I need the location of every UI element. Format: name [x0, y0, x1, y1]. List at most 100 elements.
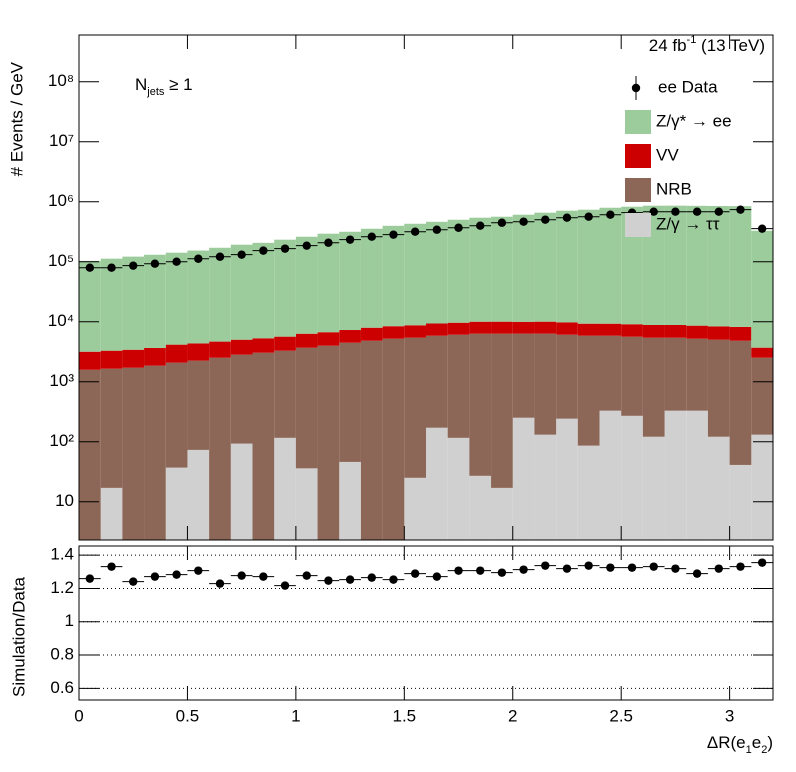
histogram-bar [230, 443, 253, 540]
ratio-tick-label: 0.6 [50, 678, 74, 697]
histogram-bar [599, 207, 622, 324]
histogram-bar [447, 219, 470, 323]
x-tick-label: 3 [725, 706, 734, 725]
ratio-point [410, 569, 420, 578]
histogram-bar [642, 436, 665, 540]
histogram-bar [317, 332, 340, 346]
histogram-bar [274, 239, 296, 337]
ratio-point [692, 569, 702, 578]
x-tick-label: 0 [74, 706, 83, 725]
histogram-bar [686, 205, 708, 326]
ratio-point [671, 564, 680, 573]
data-point [150, 259, 160, 268]
histogram-bar [621, 336, 643, 416]
histogram-bar [469, 217, 492, 322]
y-tick-label: 10² [49, 431, 74, 450]
ratio-point [757, 558, 767, 567]
data-point [215, 252, 225, 261]
histogram-bar [491, 321, 513, 334]
histogram-bar [577, 209, 600, 324]
ratio-point [85, 574, 95, 583]
legend-label: Z/γ → ττ [656, 214, 720, 233]
histogram-bar [339, 461, 361, 540]
legend-marker [631, 83, 641, 93]
histogram-bar [556, 418, 578, 540]
histogram-bar [491, 487, 513, 540]
histogram-bar [556, 322, 578, 335]
histogram-bar [686, 410, 708, 540]
ratio-point [584, 561, 593, 570]
histogram-bar [144, 254, 166, 348]
histogram-bar [144, 347, 166, 366]
histogram-bar [642, 324, 665, 338]
histogram-bar [664, 325, 687, 338]
ratio-point [476, 566, 485, 575]
histogram-bar [339, 342, 361, 462]
y-tick-label: 10 [55, 491, 74, 510]
data-point [736, 205, 745, 214]
histogram-bar [230, 354, 253, 444]
y-tick-label: 10⁴ [48, 311, 74, 330]
data-point [237, 250, 246, 259]
data-point [194, 254, 203, 263]
data-point [584, 212, 593, 221]
histogram-bar [707, 326, 730, 340]
histogram-bar [209, 341, 231, 358]
histogram-bar [165, 362, 188, 468]
histogram-bar [187, 250, 210, 344]
histogram-bar [122, 256, 145, 350]
histogram-bar [751, 347, 773, 358]
histogram-bar [534, 321, 557, 334]
legend-swatch [625, 213, 651, 237]
plot-frame [78, 34, 774, 541]
y-tick-label: 10³ [49, 371, 74, 390]
ratio-point [519, 565, 528, 574]
histogram-bar [686, 338, 708, 411]
ratio-point [562, 564, 572, 573]
histogram-bar [621, 415, 643, 540]
histogram-bar [534, 333, 557, 435]
data-point [324, 238, 333, 247]
data-point [410, 227, 420, 236]
legend-swatch [625, 178, 651, 202]
histogram-bar [295, 468, 318, 540]
data-point [497, 218, 507, 227]
y-axis-label: # Events / GeV [7, 61, 26, 176]
data-point [345, 235, 355, 244]
ratio-point [389, 575, 398, 584]
x-tick-label: 2.5 [609, 706, 633, 725]
histogram-bar [664, 337, 687, 411]
histogram-bar [360, 340, 383, 540]
histogram-bar [165, 252, 188, 345]
legend-label: NRB [656, 179, 692, 198]
histogram-bar [751, 357, 773, 435]
histogram-bar [187, 449, 210, 540]
histogram-bar [252, 338, 275, 353]
histogram-bar [404, 337, 426, 478]
histogram-bar [577, 323, 600, 336]
x-tick-label: 1.5 [392, 706, 416, 725]
ratio-tick-label: 1.4 [50, 545, 74, 564]
histogram-bar [556, 210, 578, 323]
histogram-bar [100, 368, 123, 488]
histogram-bar [599, 335, 622, 411]
histogram-bar [274, 336, 296, 351]
histogram-bar [512, 214, 535, 322]
histogram-bar [404, 477, 426, 540]
histogram-bar [100, 487, 123, 540]
histogram-bar [295, 347, 318, 469]
histogram-bar [512, 321, 535, 334]
histogram-bar [209, 357, 231, 540]
ratio-point [497, 568, 507, 577]
data-point [259, 246, 268, 255]
histogram-bar [534, 434, 557, 540]
data-point [367, 232, 376, 241]
histogram-bar [469, 475, 492, 540]
histogram-bar [382, 338, 405, 540]
ratio-point [194, 566, 203, 575]
legend-label: VV [656, 145, 679, 164]
histogram-bar [122, 367, 145, 540]
ratio-point [107, 562, 116, 571]
histogram-bar [187, 343, 210, 361]
